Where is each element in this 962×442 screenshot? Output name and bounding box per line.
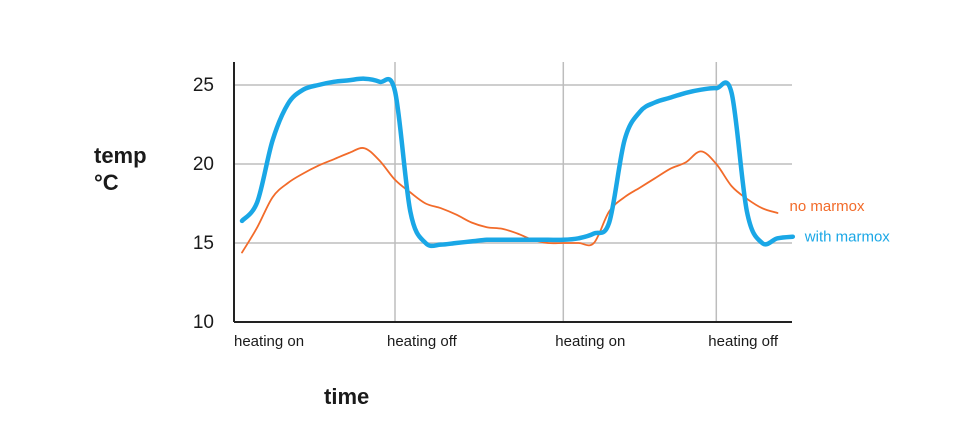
x-axis-title: time (324, 384, 369, 409)
y-tick-labels: 10 15 20 25 (193, 75, 214, 333)
x-event-label: heating on (555, 333, 625, 350)
series-line-with-marmox (239, 76, 796, 249)
grid (234, 62, 792, 322)
series-label: with marmox (804, 229, 891, 246)
axes (233, 62, 792, 323)
x-event-labels: heating on heating off heating on heating o… (234, 333, 779, 350)
y-tick-label: 25 (193, 75, 214, 96)
y-tick-label: 20 (193, 154, 214, 175)
series-labels: no marmox with marmox (790, 198, 891, 246)
series-line-no-marmox (241, 147, 779, 254)
y-tick-label: 10 (193, 312, 214, 333)
series-lines (239, 76, 796, 254)
x-event-label: heating off (708, 333, 779, 350)
x-event-label: heating on (234, 333, 304, 350)
y-axis-title: temp (94, 143, 147, 168)
x-event-label: heating off (387, 333, 458, 350)
y-tick-label: 15 (193, 233, 214, 254)
series-label: no marmox (790, 198, 866, 215)
y-axis-unit: °C (94, 170, 119, 195)
